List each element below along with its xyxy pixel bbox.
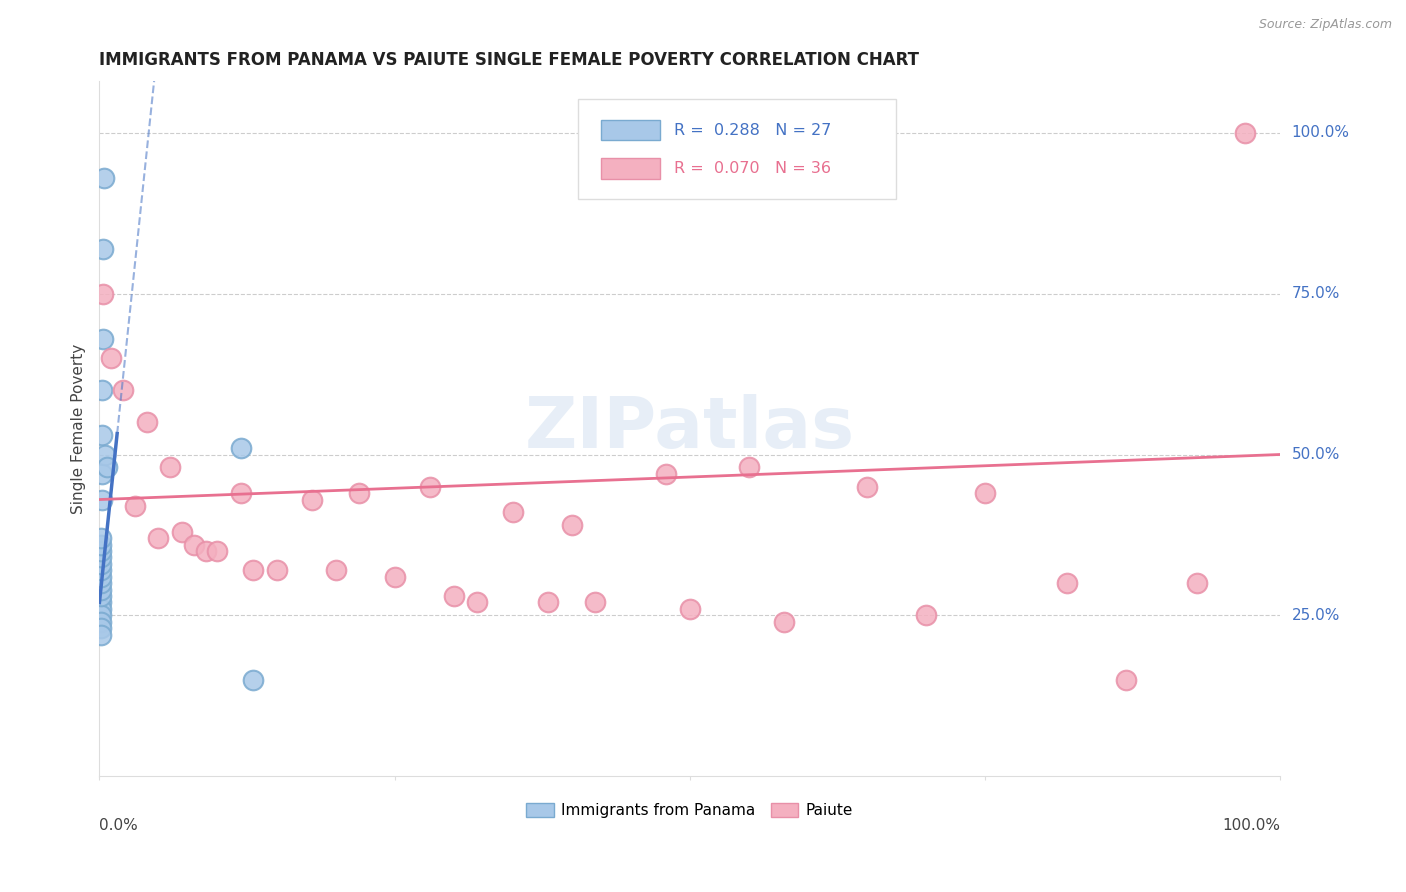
Point: [1056, 576, 1078, 591]
Point: [90, 428, 112, 442]
Bar: [602, 120, 661, 140]
Point: [914, 608, 936, 623]
Point: [90, 467, 112, 481]
Point: [91, 286, 114, 301]
Point: [561, 518, 583, 533]
Text: 100.0%: 100.0%: [1222, 818, 1279, 833]
Point: [90, 621, 112, 635]
Point: [90, 544, 112, 558]
Point: [183, 538, 205, 552]
Text: R =  0.070   N = 36: R = 0.070 N = 36: [675, 161, 831, 177]
Point: [855, 480, 877, 494]
Point: [229, 441, 252, 455]
Point: [90, 538, 112, 552]
Point: [159, 460, 181, 475]
Point: [325, 563, 347, 577]
Point: [90, 531, 112, 545]
Text: ZIPatlas: ZIPatlas: [524, 394, 855, 463]
Point: [94, 448, 117, 462]
Point: [90, 608, 112, 623]
Text: IMMIGRANTS FROM PANAMA VS PAIUTE SINGLE FEMALE POVERTY CORRELATION CHART: IMMIGRANTS FROM PANAMA VS PAIUTE SINGLE …: [100, 51, 920, 69]
Point: [973, 486, 995, 500]
Point: [90, 595, 112, 609]
Point: [443, 589, 465, 603]
Point: [90, 570, 112, 584]
Point: [90, 383, 112, 397]
Point: [112, 383, 135, 397]
Point: [90, 550, 112, 565]
FancyBboxPatch shape: [578, 99, 896, 200]
Point: [148, 531, 170, 545]
Point: [90, 563, 112, 577]
Point: [100, 351, 122, 365]
Point: [96, 460, 118, 475]
Text: 50.0%: 50.0%: [1292, 447, 1340, 462]
Point: [90, 589, 112, 603]
Point: [1187, 576, 1209, 591]
Point: [91, 242, 114, 256]
Point: [773, 615, 796, 629]
Point: [90, 492, 112, 507]
Point: [90, 602, 112, 616]
Point: [90, 627, 112, 641]
Text: Source: ZipAtlas.com: Source: ZipAtlas.com: [1258, 18, 1392, 31]
Legend: Immigrants from Panama, Paiute: Immigrants from Panama, Paiute: [520, 797, 859, 824]
Bar: [602, 158, 661, 178]
Point: [194, 544, 217, 558]
Text: 100.0%: 100.0%: [1292, 125, 1350, 140]
Y-axis label: Single Female Poverty: Single Female Poverty: [72, 343, 86, 514]
Point: [347, 486, 370, 500]
Point: [502, 505, 524, 519]
Point: [135, 415, 157, 429]
Point: [170, 524, 193, 539]
Point: [93, 170, 115, 185]
Point: [266, 563, 288, 577]
Text: R =  0.288   N = 27: R = 0.288 N = 27: [675, 123, 832, 138]
Point: [229, 486, 252, 500]
Point: [124, 499, 146, 513]
Point: [90, 576, 112, 591]
Point: [90, 615, 112, 629]
Point: [679, 602, 702, 616]
Point: [384, 570, 406, 584]
Point: [91, 332, 114, 346]
Point: [738, 460, 761, 475]
Point: [537, 595, 560, 609]
Point: [242, 563, 264, 577]
Text: 0.0%: 0.0%: [100, 818, 138, 833]
Text: 75.0%: 75.0%: [1292, 286, 1340, 301]
Point: [655, 467, 678, 481]
Point: [583, 595, 606, 609]
Point: [207, 544, 229, 558]
Point: [1115, 673, 1137, 687]
Point: [301, 492, 323, 507]
Point: [90, 582, 112, 597]
Point: [90, 557, 112, 571]
Point: [242, 673, 264, 687]
Point: [1233, 126, 1256, 140]
Point: [419, 480, 441, 494]
Text: 25.0%: 25.0%: [1292, 607, 1340, 623]
Point: [465, 595, 488, 609]
